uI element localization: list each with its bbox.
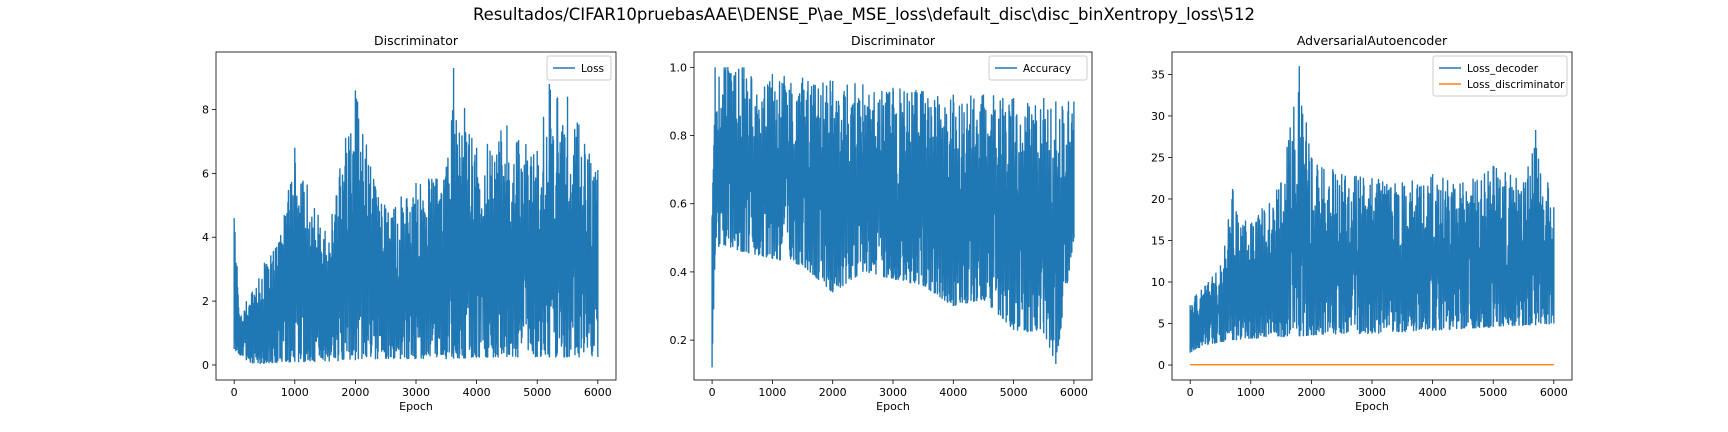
series-line-loss-decoder [1189, 66, 1555, 353]
y-tick-label: 1.0 [670, 61, 688, 74]
y-tick-label: 2 [202, 295, 209, 308]
legend-box [1432, 55, 1568, 97]
y-tick-label: 0.6 [670, 198, 688, 211]
y-tick-label: 30 [1151, 110, 1165, 123]
y-tick-label: 0 [202, 359, 209, 372]
legend-label: Loss_decoder [1467, 63, 1539, 75]
y-tick-label: 8 [202, 103, 209, 116]
legend: Loss_decoder Loss_discriminator [1432, 55, 1568, 97]
legend: Loss [546, 55, 612, 81]
x-tick-label: 3000 [402, 386, 430, 399]
subplot-adversarial-autoencoder: 0 1000 2000 3000 4000 5000 6000 0 5 10 15 20 25 30 35 A… [1151, 33, 1573, 413]
axes-title: Discriminator [851, 33, 936, 48]
y-tick-label: 0 [1158, 359, 1165, 372]
x-tick-label: 4000 [939, 386, 967, 399]
x-tick-label: 6000 [1060, 386, 1088, 399]
x-tick-label: 5000 [523, 386, 551, 399]
x-axis-label: Epoch [399, 400, 433, 413]
x-tick-label: 5000 [1479, 386, 1507, 399]
x-tick-label: 5000 [1000, 386, 1028, 399]
series-line-accuracy [711, 66, 1075, 368]
legend-label: Accuracy [1023, 63, 1071, 75]
y-tick-label: 20 [1151, 193, 1165, 206]
subplot-discriminator-accuracy: 0 1000 2000 3000 4000 5000 6000 0.2 0.4 0.6 0.8 1.0… [670, 33, 1093, 413]
axes-title: Discriminator [374, 33, 459, 48]
x-tick-label: 1000 [281, 386, 309, 399]
legend-box [988, 55, 1088, 81]
x-tick-label: 1000 [758, 386, 786, 399]
x-tick-label: 3000 [1358, 386, 1386, 399]
x-tick-label: 2000 [341, 386, 369, 399]
x-tick-label: 2000 [819, 386, 847, 399]
y-tick-label: 5 [1158, 318, 1165, 331]
legend-box [546, 55, 612, 81]
y-tick-label: 4 [202, 231, 209, 244]
y-tick-label: 35 [1151, 68, 1165, 81]
plot-area [711, 66, 1075, 368]
plot-area [1189, 66, 1555, 366]
legend-label: Loss [581, 63, 604, 75]
y-tick-label: 0.4 [670, 266, 688, 279]
y-tick-label: 6 [202, 167, 209, 180]
subplot-discriminator-loss: 0 1000 2000 3000 4000 5000 6000 0 2 4 6 8 Discrimina… [202, 33, 617, 413]
y-tick-label: 25 [1151, 151, 1165, 164]
x-tick-label: 6000 [1540, 386, 1568, 399]
x-tick-label: 1000 [1237, 386, 1265, 399]
y-tick-label: 0.8 [670, 130, 688, 143]
x-axis-label: Epoch [876, 400, 910, 413]
x-tick-label: 0 [1187, 386, 1194, 399]
x-tick-label: 4000 [1419, 386, 1447, 399]
x-tick-label: 6000 [584, 386, 612, 399]
y-tick-label: 10 [1151, 276, 1165, 289]
x-tick-label: 0 [709, 386, 716, 399]
series-line-loss [233, 67, 599, 365]
x-tick-label: 2000 [1297, 386, 1325, 399]
legend-label: Loss_discriminator [1467, 79, 1565, 91]
x-tick-label: 4000 [463, 386, 491, 399]
x-tick-label: 0 [231, 386, 238, 399]
y-tick-label: 15 [1151, 234, 1165, 247]
legend: Accuracy [988, 55, 1088, 81]
figure-suptitle: Resultados/CIFAR10pruebasAAE\DENSE_P\ae_… [472, 5, 1256, 24]
plot-area [233, 67, 599, 365]
axes-title: AdversarialAutoencoder [1297, 33, 1448, 48]
x-axis-label: Epoch [1355, 400, 1389, 413]
y-tick-label: 0.2 [670, 334, 688, 347]
x-tick-label: 3000 [879, 386, 907, 399]
